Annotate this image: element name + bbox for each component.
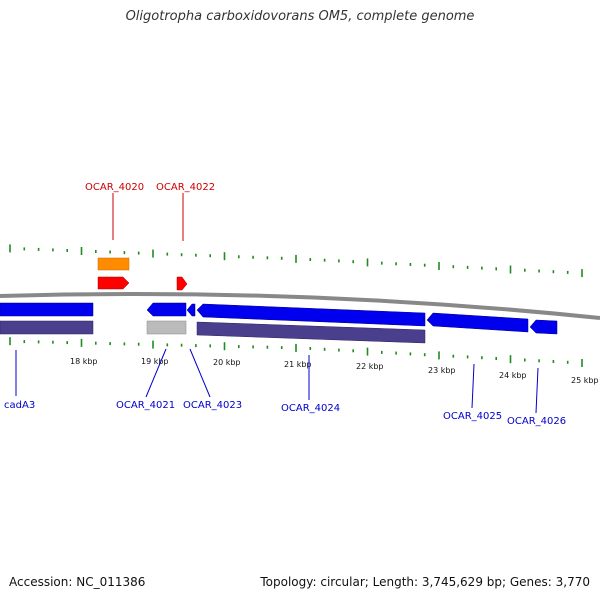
map-title: Oligotropha carboxidovorans OM5, complet… [125,9,475,24]
kbp-label-24: 24 kbp [499,371,527,380]
cds-ocar-4020[interactable] [97,276,130,290]
cds-ocar-4025[interactable] [426,312,529,333]
label-ocar-4023[interactable]: OCAR_4023 [183,400,242,411]
gene-cada3[interactable] [0,320,94,335]
gene-ocar-4021[interactable] [146,320,187,335]
label-ocar-4024[interactable]: OCAR_4024 [281,403,340,414]
cds-ocar-4026[interactable] [529,319,558,335]
tick-marks-bottom [9,337,583,367]
cds-ocar-4024[interactable] [196,303,426,327]
kbp-label-23: 23 kbp [428,366,456,375]
label-ocar-4020[interactable]: OCAR_4020 [85,182,144,193]
kbp-label-18: 18 kbp [70,357,98,366]
leader-ocar-4026 [535,367,539,414]
label-cada3[interactable]: cadA3 [4,400,35,411]
label-ocar-4022[interactable]: OCAR_4022 [156,182,215,193]
cds-ocar-4021[interactable] [146,302,187,317]
kbp-label-22: 22 kbp [356,362,384,371]
cds-small-4022b[interactable] [186,303,196,317]
kbp-label-21: 21 kbp [284,360,312,369]
gene-ocar-4023-4024[interactable] [196,321,426,344]
cds-cada3[interactable] [0,302,94,317]
label-ocar-4025[interactable]: OCAR_4025 [443,411,502,422]
kbp-label-25: 25 kbp [571,376,599,385]
leader-ocar-4025 [471,363,475,409]
accession-text: Accession: NC_011386 [9,575,146,589]
gene-ocar-4020[interactable] [97,257,130,271]
tick-marks-top [9,244,583,278]
label-ocar-4026[interactable]: OCAR_4026 [507,416,566,427]
label-ocar-4021[interactable]: OCAR_4021 [116,400,175,411]
genome-backbone [0,291,600,320]
kbp-label-20: 20 kbp [213,358,241,367]
topology-text: Topology: circular; Length: 3,745,629 bp… [260,575,590,589]
leader-ocar-4021 [145,348,167,398]
cds-ocar-4022[interactable] [176,276,188,291]
kbp-label-19: 19 kbp [141,357,169,366]
leader-ocar-4023 [189,348,211,398]
